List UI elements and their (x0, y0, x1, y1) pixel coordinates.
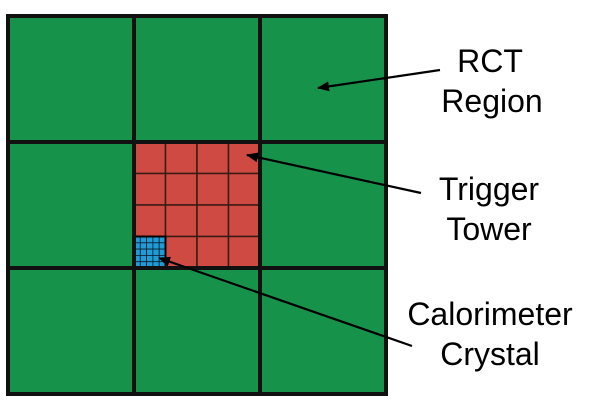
trigger-tower-cell (133, 141, 167, 175)
calorimeter-crystal-cell (146, 242, 154, 250)
calorimeter-crystal-cell (139, 242, 148, 250)
trigger-tower-cell (164, 141, 198, 175)
calorimeter-crystal-cell (152, 248, 160, 256)
calorimeter-crystal-arrow (158, 256, 413, 348)
rct-region-cell (260, 268, 386, 394)
calorimeter-crystal-cell (152, 242, 160, 250)
tower-label-line2: Tower (446, 211, 532, 247)
tower-label-line1: Trigger (439, 171, 540, 207)
rct-label-line2: Region (441, 83, 542, 119)
crystal-label-line2: Crystal (440, 336, 540, 372)
trigger-tower-cell (227, 172, 261, 206)
trigger-tower-cell (196, 172, 230, 206)
calorimeter-crystal-cell (139, 248, 148, 256)
trigger-tower-cell (196, 141, 230, 175)
calorimeter-crystal-cell (146, 248, 154, 256)
calorimeter-crystal-cell (139, 254, 148, 263)
region-borders (6, 14, 388, 396)
rct-region-cell (260, 16, 386, 142)
rct-region-cell (134, 268, 260, 394)
trigger-tower-cell (227, 235, 261, 269)
crystal-label-line1: Calorimeter (407, 296, 573, 332)
rct-region-border (258, 266, 388, 396)
trigger-tower-cell (164, 235, 198, 269)
rct-region-cell (8, 16, 134, 142)
trigger-tower-cell (164, 172, 198, 206)
calorimeter-crystal-cell (146, 254, 154, 263)
trigger-tower-arrow (246, 152, 422, 195)
rct-region-cell (8, 142, 134, 268)
trigger-tower-cell (133, 172, 167, 206)
calorimeter-crystal-grid (133, 235, 167, 269)
trigger-tower-cell (133, 204, 167, 238)
rct-region-cell (8, 268, 134, 394)
calorimeter-crystal-cell (152, 254, 160, 263)
rct-region-arrow (317, 68, 441, 92)
trigger-tower-cell (196, 235, 230, 269)
rct-label-line1: RCT (457, 43, 523, 79)
rct-region-cell (134, 16, 260, 142)
trigger-tower-cell (227, 204, 261, 238)
trigger-tower-cell (196, 204, 230, 238)
trigger-tower-cell (164, 204, 198, 238)
